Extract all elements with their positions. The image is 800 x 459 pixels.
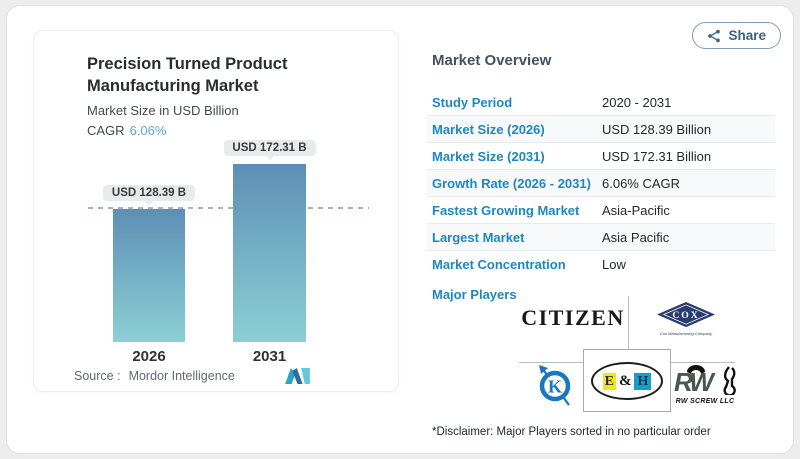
dashed-baseline xyxy=(88,207,369,209)
row-label: Growth Rate (2026 - 2031) xyxy=(432,175,591,191)
chart-subtitle: Market Size in USD Billion xyxy=(87,103,239,118)
row-label: Market Size (2026) xyxy=(432,121,545,137)
eh-ampersand: & xyxy=(618,372,632,389)
bar-2031[interactable]: USD 172.31 B 2031 xyxy=(223,140,316,365)
table-row: Market Size (2026) USD 128.39 Billion xyxy=(427,116,775,143)
k-circle-logo: K xyxy=(539,365,571,406)
bar-2026-value-badge: USD 128.39 B xyxy=(102,185,196,201)
table-row: Market Concentration Low xyxy=(427,251,775,278)
eh-letter-h: H xyxy=(634,372,652,390)
row-label: Fastest Growing Market xyxy=(432,202,580,218)
chart-title: Precision Turned Product Manufacturing M… xyxy=(87,53,287,97)
report-widget: Precision Turned Product Manufacturing M… xyxy=(6,5,794,454)
share-icon xyxy=(708,29,721,42)
players-grid-divider xyxy=(671,362,735,363)
players-grid-divider xyxy=(519,362,583,363)
source-label: Source : xyxy=(74,369,121,383)
rw-screw-caption: RW SCREW LLC xyxy=(675,398,735,405)
bar-2026-axis-label: 2026 xyxy=(132,348,166,365)
eh-logo: E & H xyxy=(591,362,663,400)
cagr-label: CAGR xyxy=(87,123,125,138)
share-button[interactable]: Share xyxy=(692,22,781,49)
market-size-chart-card: Precision Turned Product Manufacturing M… xyxy=(33,30,399,392)
chart-source: Source : Mordor Intelligence xyxy=(74,369,235,383)
chart-title-line2: Manufacturing Market xyxy=(87,77,259,95)
row-value: 2020 - 2031 xyxy=(602,94,672,110)
players-grid-divider xyxy=(628,296,629,349)
row-value: 6.06% CAGR xyxy=(602,175,681,191)
svg-text:COX: COX xyxy=(672,310,699,321)
eh-letter-e: E xyxy=(602,372,616,390)
chart-cagr: CAGR 6.06% xyxy=(87,123,166,138)
cox-manufacturing-logo: COX Cox Manufacturing Company xyxy=(657,301,715,336)
row-value: USD 128.39 Billion xyxy=(602,121,712,137)
table-row: Market Size (2031) USD 172.31 Billion xyxy=(427,143,775,170)
share-button-label: Share xyxy=(728,28,766,43)
svg-text:RW: RW xyxy=(674,367,716,395)
table-row: Study Period 2020 - 2031 xyxy=(427,89,775,116)
eh-logo-box: E & H xyxy=(583,349,671,412)
row-value: USD 172.31 Billion xyxy=(602,148,712,164)
svg-text:Cox Manufacturing Company: Cox Manufacturing Company xyxy=(660,331,713,336)
rw-screw-mark: RW xyxy=(674,365,736,397)
bar-chart-plot: USD 128.39 B 2026 USD 172.31 B 2031 xyxy=(34,140,398,365)
table-row: Largest Market Asia Pacific xyxy=(427,224,775,251)
disclaimer-text: *Disclaimer: Major Players sorted in no … xyxy=(432,426,711,438)
row-value: Asia Pacific xyxy=(602,229,670,245)
row-label: Largest Market xyxy=(432,229,525,245)
svg-text:K: K xyxy=(548,377,562,397)
table-row: Fastest Growing Market Asia-Pacific xyxy=(427,197,775,224)
citizen-logo: CITIZEN xyxy=(521,305,625,330)
chart-title-line1: Precision Turned Product xyxy=(87,55,288,73)
mordor-intelligence-logo-icon xyxy=(285,368,310,384)
major-players-grid: CITIZEN COX Cox Manufacturing Company K … xyxy=(487,296,775,418)
market-overview-heading: Market Overview xyxy=(432,52,552,69)
source-value: Mordor Intelligence xyxy=(128,369,235,383)
row-label: Market Concentration xyxy=(432,257,566,272)
bar-2031-value-badge: USD 172.31 B xyxy=(223,140,316,156)
bar-2026[interactable]: USD 128.39 B 2026 xyxy=(102,185,196,365)
rw-screw-logo: RW RW SCREW LLC xyxy=(673,365,737,405)
row-label: Market Size (2031) xyxy=(432,148,545,164)
row-value: Asia-Pacific xyxy=(602,202,670,218)
bar-2031-axis-label: 2031 xyxy=(252,348,287,365)
market-overview-table: Study Period 2020 - 2031 Market Size (202… xyxy=(427,89,775,278)
table-row: Growth Rate (2026 - 2031) 6.06% CAGR xyxy=(427,170,775,197)
row-value: Low xyxy=(602,257,626,272)
major-players-label: Major Players xyxy=(432,287,517,302)
cagr-value: 6.06% xyxy=(129,123,167,138)
row-label: Study Period xyxy=(432,94,513,110)
